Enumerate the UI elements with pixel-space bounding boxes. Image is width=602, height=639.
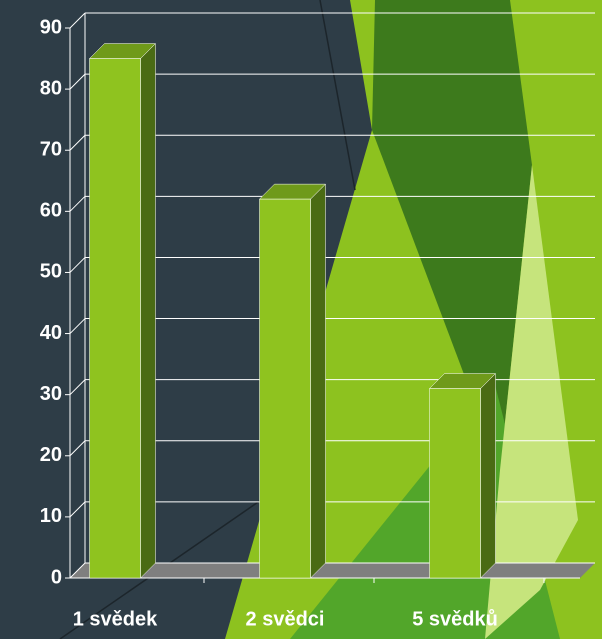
bar — [89, 58, 141, 579]
bar — [429, 388, 481, 579]
bar-side — [480, 372, 496, 579]
bg-shape-light — [485, 165, 578, 639]
grid-line — [69, 501, 86, 518]
x-tick-label: 2 svědci — [246, 608, 325, 630]
bar-side — [140, 42, 156, 579]
y-tick-label: 90 — [40, 16, 62, 38]
y-tick-label: 20 — [40, 444, 62, 466]
bar — [259, 198, 311, 579]
y-tick-label: 70 — [40, 139, 62, 161]
grid-line — [69, 195, 86, 212]
grid-line — [69, 12, 86, 29]
y-tick-label: 80 — [40, 77, 62, 99]
bg-shape-dark-green — [372, 0, 532, 470]
x-tick-label: 1 svědek — [73, 608, 158, 630]
y-tick-label: 60 — [40, 200, 62, 222]
grid-line — [69, 562, 86, 579]
grid-line — [69, 134, 86, 151]
grid-line — [69, 318, 86, 334]
x-tick-label: 5 svědků — [412, 608, 498, 630]
y-tick-label: 30 — [40, 383, 62, 405]
grid-line — [69, 257, 86, 273]
grid-line — [69, 379, 86, 396]
y-tick-label: 0 — [51, 566, 62, 588]
bg-line — [319, 0, 356, 191]
grid-line — [69, 73, 86, 90]
plot — [88, 42, 497, 579]
grid-line — [69, 440, 86, 457]
bar-side — [310, 183, 326, 579]
y-tick-label: 10 — [40, 505, 62, 527]
bg-line — [59, 479, 291, 639]
y-tick-label: 40 — [40, 322, 62, 344]
y-tick-label: 50 — [40, 261, 62, 283]
